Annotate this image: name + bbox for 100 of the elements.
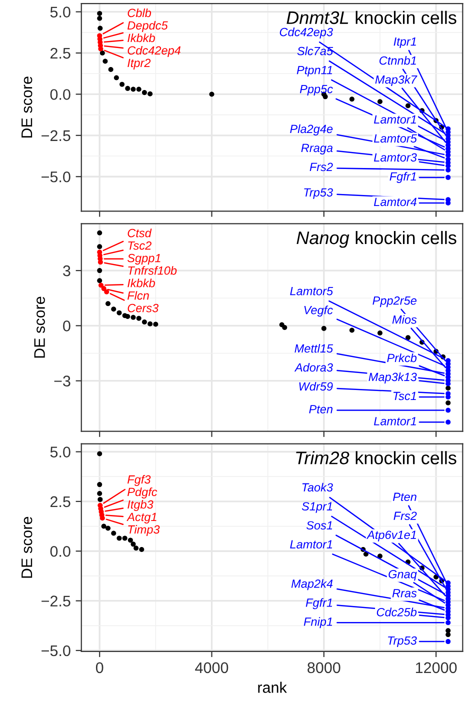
annotation: Timp3	[128, 524, 160, 536]
point	[108, 66, 114, 72]
point	[363, 552, 368, 557]
chart-title: Dnmt3L knockin cells	[286, 10, 456, 24]
annotation: Lamtor5	[290, 287, 334, 296]
annotation: Itpr1	[394, 37, 416, 48]
annotation: Pdgfc	[127, 487, 158, 498]
point	[122, 536, 128, 541]
point	[377, 330, 382, 336]
annotation: Adora3	[294, 362, 333, 372]
point	[97, 230, 102, 236]
y-tick-label: 5.0	[50, 6, 70, 18]
annotation: Ctnnb1	[380, 56, 416, 65]
point	[153, 322, 158, 327]
annotation: Cers3	[128, 304, 159, 312]
x-tick-label: 0	[96, 662, 104, 674]
point	[349, 96, 354, 102]
point	[97, 16, 102, 21]
point	[125, 86, 130, 91]
point	[128, 538, 133, 543]
point	[111, 530, 116, 536]
annotation: Cblb	[128, 8, 152, 18]
point	[446, 386, 451, 391]
point	[321, 326, 326, 331]
y-tick-label: −2.5	[42, 596, 70, 606]
point	[446, 420, 451, 425]
point	[446, 168, 451, 173]
point	[114, 75, 119, 80]
annotation: Lamtor1	[374, 115, 416, 124]
annotation: Ikbkb	[128, 33, 155, 42]
annotation: Lamtor3	[374, 153, 417, 162]
annotation: Tnfrsf10b	[128, 266, 177, 275]
y-tick-label: 0.0	[50, 89, 70, 100]
annotation: Wdr59	[299, 382, 333, 391]
annotation: Mios	[392, 315, 417, 324]
annotation: Itgb3	[128, 500, 154, 511]
annotation: Fgfr1	[390, 172, 416, 183]
point	[116, 310, 122, 316]
annotation: Lamtor1	[290, 540, 332, 549]
annotation: Pla2g4e	[290, 124, 333, 136]
point	[136, 316, 142, 321]
point	[100, 516, 105, 521]
y-tick-label: −3	[54, 376, 70, 386]
annotation: Fgf3	[127, 474, 151, 486]
annotation: Gnaq	[388, 570, 417, 581]
point	[446, 174, 451, 180]
annotation: Trp53	[388, 636, 417, 648]
annotation: Slc7a5	[297, 46, 334, 56]
point	[98, 496, 103, 502]
annotation: Tsc1	[393, 392, 416, 400]
point	[406, 335, 411, 340]
annotation: Map2k4	[291, 579, 333, 590]
point	[130, 314, 136, 320]
annotation: Cdc25b	[376, 608, 417, 616]
point	[97, 268, 102, 274]
point	[97, 244, 102, 250]
point	[98, 260, 103, 265]
chart-title: Trim28 knockin cells	[296, 451, 456, 464]
y-tick-label: −2.5	[42, 130, 70, 142]
x-tick-label: 12000	[416, 662, 457, 674]
point	[446, 620, 451, 626]
point	[97, 482, 102, 488]
annotation: Cdc42ep3	[280, 28, 333, 39]
point	[101, 286, 106, 292]
y-tick-label: 0	[63, 320, 70, 332]
point	[111, 306, 116, 312]
annotation: Ppp2r5e	[372, 296, 416, 308]
point	[97, 451, 102, 456]
annotation: Actg1	[126, 512, 156, 524]
annotation: Fnip1	[304, 617, 332, 628]
y-tick-label: 2.5	[50, 48, 70, 59]
point	[142, 90, 147, 96]
point	[446, 400, 451, 406]
point	[106, 301, 111, 306]
point	[377, 99, 382, 104]
annotation: Frs2	[394, 512, 417, 520]
point	[209, 92, 214, 97]
point	[104, 289, 110, 294]
annotation: Atp6v1e1	[366, 530, 416, 542]
annotation: Tsc2	[128, 241, 152, 250]
point	[102, 58, 108, 64]
x-tick-label: 8000	[308, 662, 340, 674]
annotation: Sgpp1	[127, 254, 160, 265]
annotation: Cdc42ep4	[128, 46, 181, 57]
annotation: Sos1	[306, 521, 332, 530]
point	[446, 632, 451, 638]
point	[100, 50, 105, 56]
annotation: Flcn	[127, 291, 149, 300]
point	[148, 321, 153, 326]
y-tick-label: 5.0	[50, 446, 70, 458]
annotation: Trp53	[304, 188, 333, 199]
x-tick-label: 4000	[195, 662, 228, 674]
annotation: Pten	[393, 492, 416, 502]
annotation: Fgfr1	[306, 598, 332, 610]
point	[120, 82, 125, 87]
point	[136, 86, 142, 92]
y-axis-title: DE score	[34, 296, 45, 358]
point	[142, 320, 147, 325]
point	[148, 91, 153, 96]
annotation: Prkcb	[387, 353, 417, 362]
